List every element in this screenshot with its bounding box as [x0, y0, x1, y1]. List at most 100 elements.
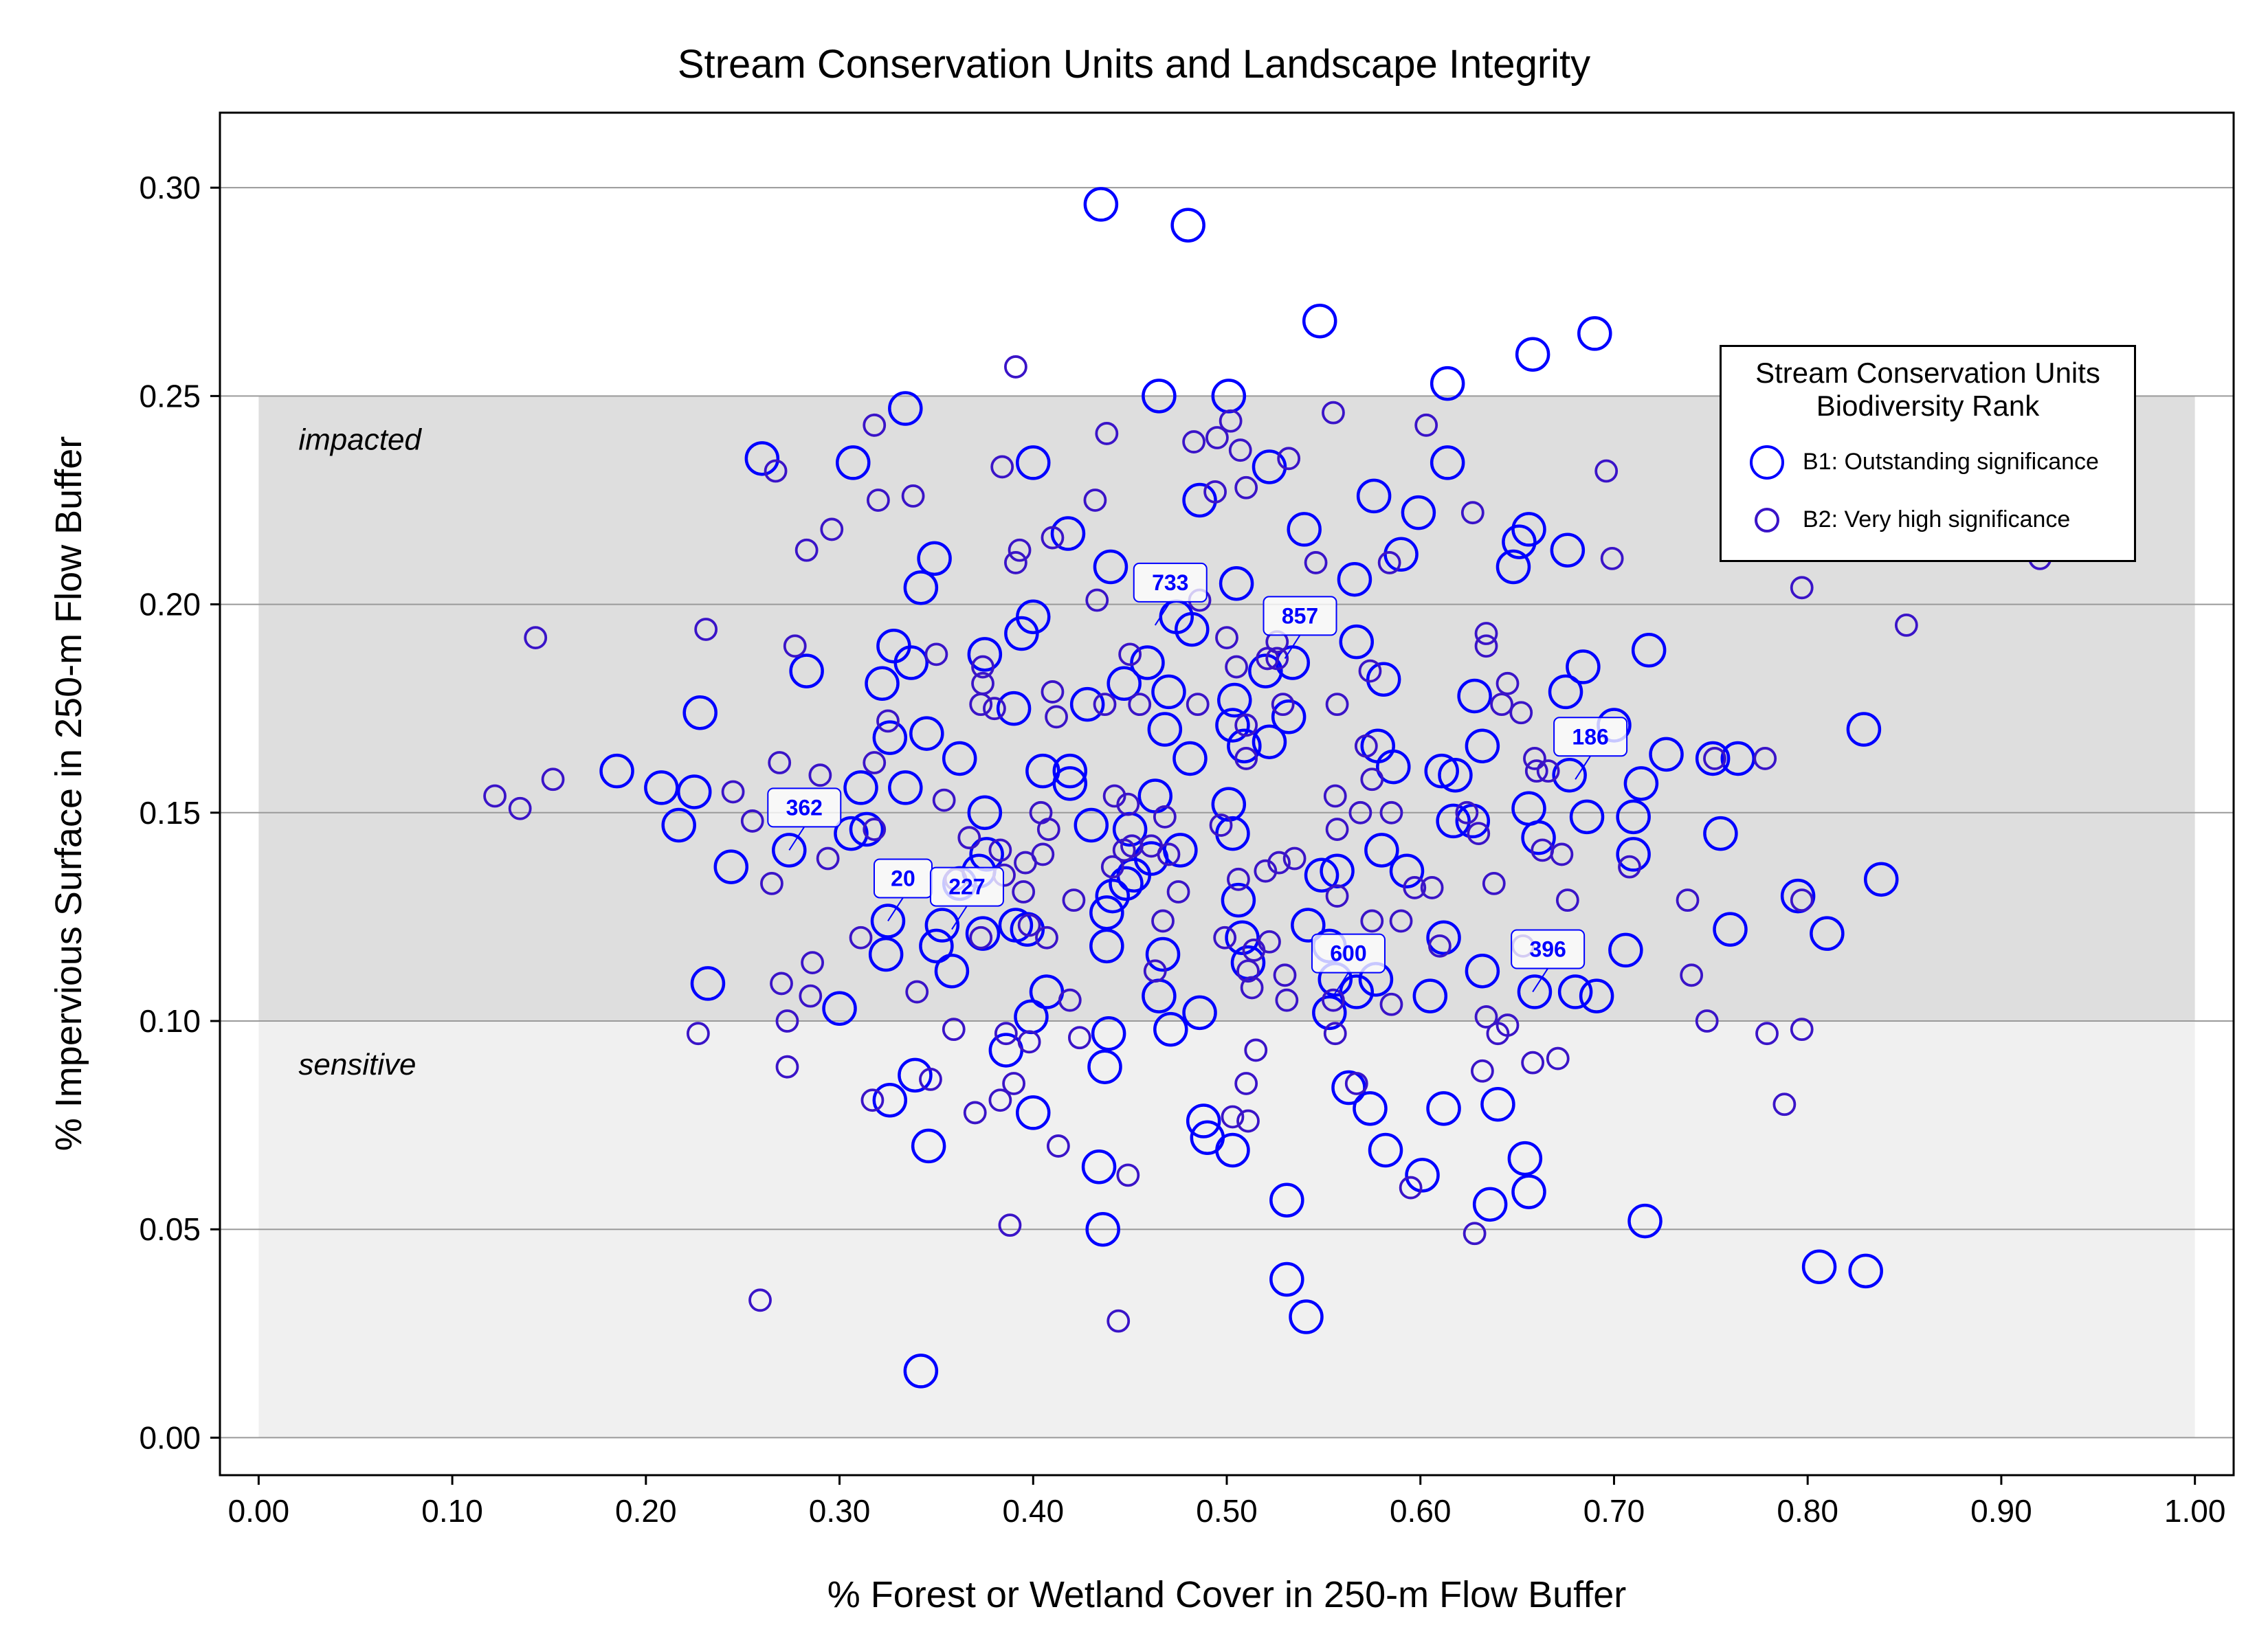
- data-point-b1: [1623, 766, 1659, 801]
- data-point-b1: [1616, 799, 1651, 835]
- callout-box: [929, 866, 1004, 907]
- data-point-b2: [1680, 963, 1704, 987]
- data-point-b1: [713, 849, 749, 884]
- y-tick-label: 0.05: [139, 1211, 201, 1247]
- data-point-b2: [866, 489, 890, 512]
- data-point-b2: [794, 538, 819, 562]
- x-tick-label: 0.60: [1390, 1493, 1452, 1529]
- data-point-b2: [764, 459, 788, 483]
- data-point-b1: [1215, 1132, 1250, 1168]
- data-point-b2: [799, 984, 823, 1008]
- data-point-b1: [1093, 549, 1129, 585]
- data-point-b2: [1166, 880, 1190, 904]
- data-point-b2: [1118, 642, 1142, 666]
- data-point-b2: [1128, 693, 1152, 717]
- data-point-b2: [1474, 622, 1498, 645]
- data-point-b1: [1074, 807, 1109, 843]
- callout-box: [1511, 929, 1586, 969]
- data-point-b2: [1236, 959, 1260, 983]
- data-point-b1: [1052, 766, 1088, 801]
- data-point-b2: [1234, 475, 1258, 500]
- data-point-b1: [870, 904, 906, 939]
- data-point-b1: [1227, 728, 1262, 764]
- data-point-b1: [1627, 1203, 1663, 1239]
- data-point-b1: [1438, 757, 1473, 793]
- callout-label: 396: [1529, 937, 1566, 962]
- data-point-b2: [1550, 842, 1574, 866]
- data-point-b1: [836, 445, 871, 480]
- data-point-b1: [942, 741, 977, 776]
- data-point-b1: [1339, 624, 1375, 660]
- data-point-b1: [1052, 753, 1088, 789]
- data-point-b2: [1227, 867, 1250, 891]
- callout-label: 857: [1282, 603, 1318, 628]
- data-point-b2: [721, 780, 745, 804]
- data-points: [483, 187, 2052, 1389]
- data-point-b1: [789, 653, 824, 688]
- data-point-b2: [816, 846, 840, 871]
- data-point-b2: [1460, 501, 1485, 525]
- legend-title-line: Stream Conservation Units: [1755, 357, 2100, 389]
- data-point-b2: [1536, 759, 1560, 783]
- data-point-b2: [1203, 480, 1227, 504]
- data-point-b2: [1463, 1222, 1487, 1246]
- data-point-b1: [1557, 974, 1593, 1009]
- data-point-b1: [1465, 728, 1500, 764]
- data-point-b1: [682, 695, 718, 730]
- data-point-b2: [1399, 1176, 1423, 1200]
- callout-label: 600: [1330, 941, 1366, 966]
- data-point-b2: [998, 1213, 1022, 1237]
- data-point-b2: [760, 871, 783, 895]
- data-point-b1: [834, 816, 869, 851]
- gridlines: [220, 187, 2234, 1439]
- data-point-b1: [888, 391, 923, 426]
- data-point-b2: [1358, 659, 1382, 683]
- data-point-b2: [863, 413, 887, 437]
- data-point-b1: [1550, 532, 1586, 568]
- data-point-b1: [1401, 495, 1436, 530]
- data-point-b2: [1102, 784, 1126, 808]
- legend-item-b1: B1: Outstanding significance: [1722, 442, 2134, 483]
- chart-title: Stream Conservation Units and Landscape …: [677, 42, 1591, 87]
- data-point-b1: [1846, 712, 1882, 747]
- data-point-b2: [969, 693, 993, 717]
- data-point-b1: [1502, 524, 1537, 559]
- data-point-b2: [1277, 447, 1301, 471]
- data-point-b1: [1172, 741, 1208, 776]
- data-point-b1: [1548, 674, 1583, 710]
- data-point-b2: [1420, 876, 1444, 899]
- data-point-b2: [1523, 747, 1546, 770]
- data-point-b2: [1325, 884, 1349, 908]
- data-point-b1: [934, 953, 970, 989]
- callout-leader: [1575, 755, 1591, 780]
- data-point-b2: [1755, 1022, 1779, 1046]
- data-point-b2: [1282, 846, 1307, 871]
- data-point-b2: [1036, 818, 1060, 841]
- data-point-b2: [1455, 800, 1479, 824]
- data-point-b2: [541, 767, 565, 792]
- data-point-b2: [1403, 876, 1427, 899]
- legend-label-b1: B1: Outstanding significance: [1803, 449, 2099, 475]
- data-point-b1: [1353, 1091, 1388, 1126]
- data-point-b1: [1631, 633, 1667, 668]
- data-point-b1: [1304, 857, 1339, 893]
- data-point-b2: [1045, 705, 1068, 729]
- data-point-b2: [1095, 422, 1119, 445]
- data-point-b2: [983, 697, 1006, 721]
- data-point-b1: [996, 691, 1032, 726]
- data-point-b1: [1095, 878, 1131, 914]
- data-point-b1: [965, 916, 1001, 951]
- data-point-b1: [1426, 1091, 1461, 1126]
- data-point-b1: [1091, 1016, 1126, 1051]
- data-point-b2: [808, 763, 832, 787]
- x-tick-label: 0.30: [809, 1493, 871, 1529]
- data-point-b2: [775, 1009, 799, 1033]
- data-point-b2: [1116, 792, 1140, 816]
- data-point-b2: [863, 818, 887, 841]
- data-point-b2: [1236, 1109, 1260, 1133]
- callout-leader: [1154, 601, 1171, 626]
- data-point-b2: [942, 1018, 966, 1042]
- data-point-b1: [1430, 366, 1465, 401]
- data-point-b2: [1490, 693, 1513, 717]
